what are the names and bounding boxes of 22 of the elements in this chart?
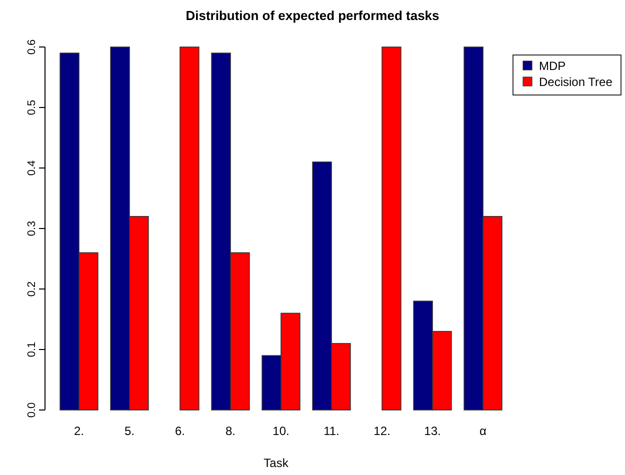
- y-tick-label: 0.1: [26, 342, 38, 358]
- x-tick-label: 2.: [74, 424, 84, 438]
- legend-label: MDP: [539, 59, 566, 73]
- bar: [180, 46, 200, 410]
- y-tick-label: 0.5: [26, 100, 38, 116]
- y-tick-label: 0.0: [26, 402, 38, 418]
- y-tick-label: 0.2: [26, 281, 38, 297]
- x-tick-label: 5.: [124, 424, 134, 438]
- x-axis-title: Task: [264, 456, 290, 470]
- x-tick-label: 8.: [225, 424, 236, 438]
- y-tick-label: 0.4: [26, 160, 38, 176]
- y-tick-label: 0.3: [26, 220, 38, 236]
- x-tick-label: 10.: [272, 424, 290, 438]
- chart-title: Distribution of expected performed tasks: [186, 8, 440, 23]
- x-tick-label: 12.: [374, 424, 390, 438]
- x-tick-label: 13.: [424, 424, 441, 438]
- y-tick-label: 0.6: [26, 39, 38, 55]
- legend-label: Decision Tree: [539, 75, 613, 89]
- x-tick-label: 6.: [174, 424, 185, 438]
- x-tick-label: α: [480, 424, 487, 438]
- x-tick-label: 11.: [324, 424, 340, 438]
- bar: [382, 46, 402, 410]
